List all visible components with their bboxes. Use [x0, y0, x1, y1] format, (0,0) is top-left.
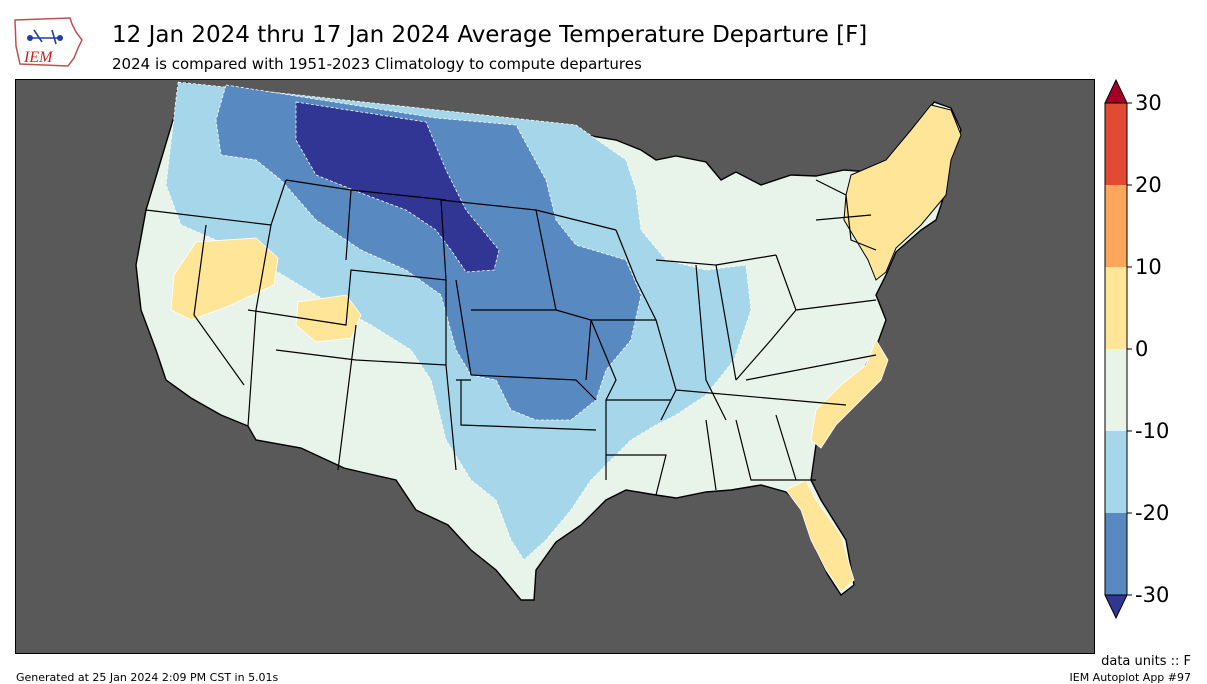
state-boundaries [145, 179, 877, 496]
colorbar-over-triangle [1104, 78, 1128, 104]
warm-area-florida [785, 479, 855, 593]
colorbar-bins [1105, 103, 1127, 595]
data-units-text: data units :: F [1101, 654, 1191, 669]
colorbar-under-triangle [1104, 594, 1128, 620]
colorbar-ticks: 30 20 10 0 -10 -20 -30 [1127, 91, 1169, 607]
iem-logo: IEM [12, 14, 86, 70]
colorbar-tick-label: 30 [1135, 91, 1162, 115]
colorbar-tick-label: 10 [1135, 255, 1162, 279]
warm-area-utah [295, 294, 362, 343]
colorbar-bin [1105, 103, 1127, 185]
colorbar-tick-label: -10 [1135, 419, 1169, 443]
colorbar: 30 20 10 0 -10 -20 -30 [1100, 78, 1200, 623]
warm-area-carolinas [810, 339, 889, 449]
colorbar-tick-label: -30 [1135, 583, 1169, 607]
svg-text:IEM: IEM [23, 49, 54, 66]
colorbar-bin [1105, 349, 1127, 431]
colorbar-bin [1105, 513, 1127, 595]
colorbar-bin [1105, 267, 1127, 349]
colorbar-tick-label: -20 [1135, 501, 1169, 525]
colorbar-tick-label: 0 [1135, 337, 1148, 361]
generated-text: Generated at 25 Jan 2024 2:09 PM CST in … [16, 671, 279, 684]
contour-below-minus-30 [295, 101, 500, 273]
warm-area-northeast [843, 104, 962, 281]
map-subtitle: 2024 is compared with 1951-2023 Climatol… [112, 55, 642, 73]
map-panel [15, 79, 1095, 654]
colorbar-bin [1105, 431, 1127, 513]
colorbar-bin [1105, 185, 1127, 267]
warm-area-nevada [170, 237, 279, 321]
app-credit-text: IEM Autoplot App #97 [1069, 671, 1192, 684]
colorbar-tick-label: 20 [1135, 173, 1162, 197]
map-title: 12 Jan 2024 thru 17 Jan 2024 Average Tem… [112, 22, 868, 48]
